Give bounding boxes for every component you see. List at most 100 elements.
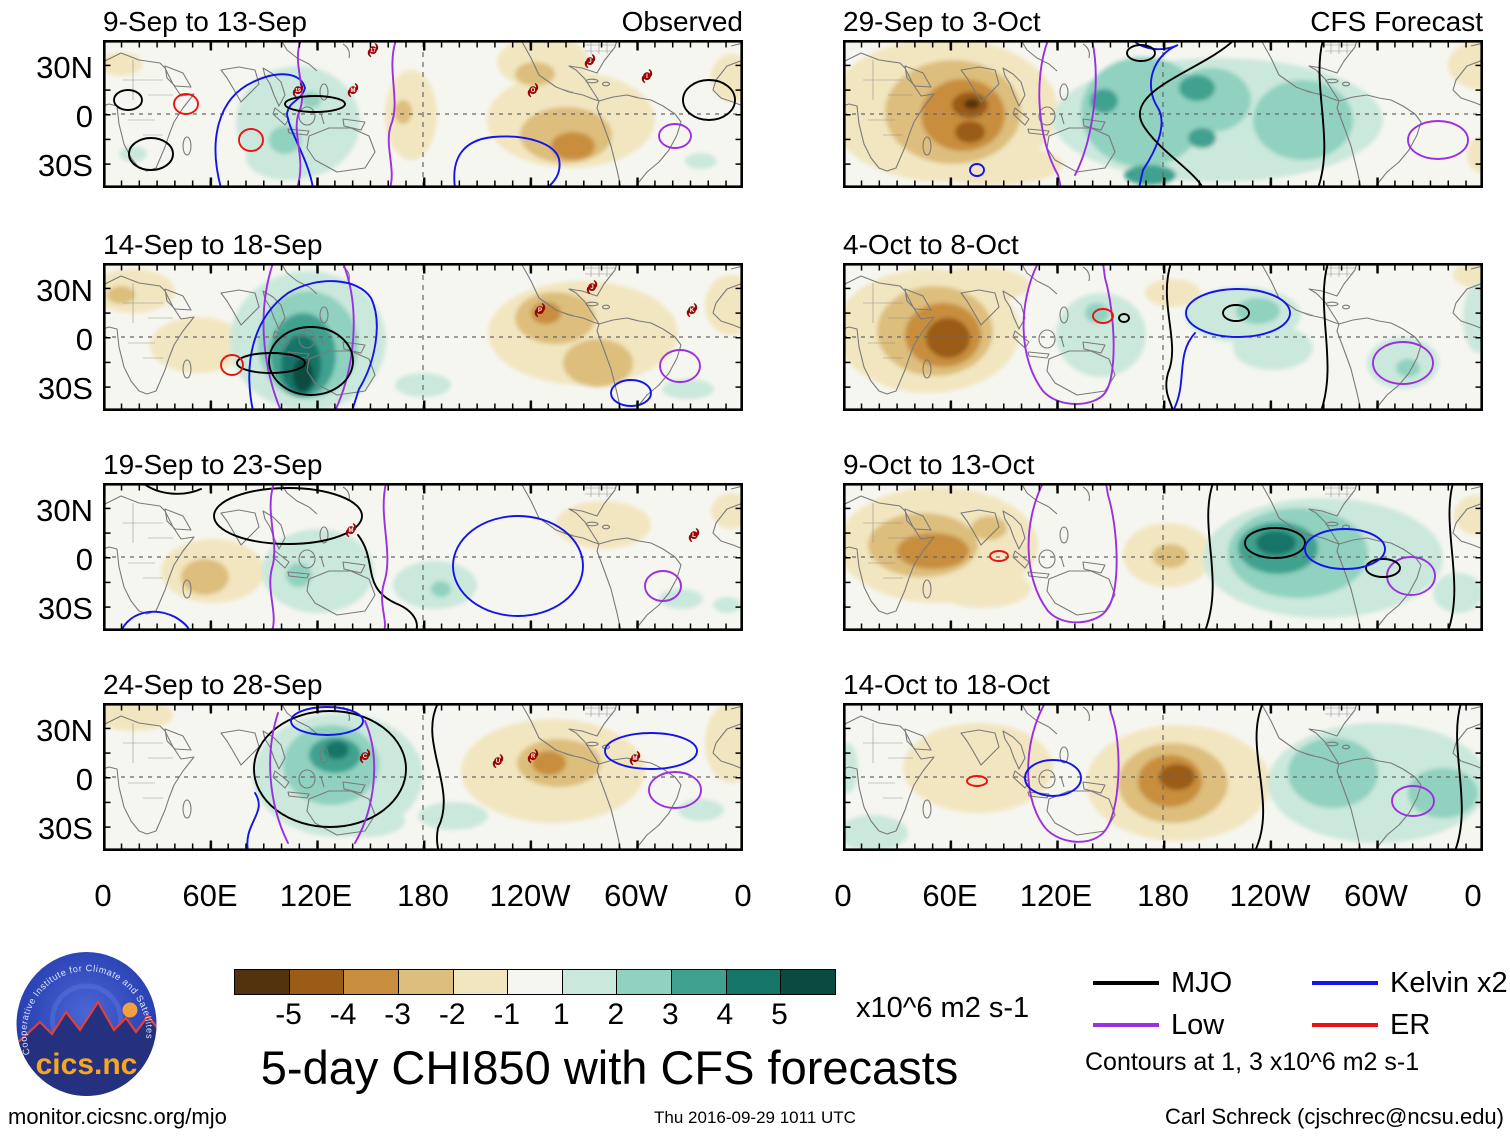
y-tick-30s: 30S	[37, 811, 93, 846]
map-frame	[843, 483, 1483, 631]
shading-layer	[843, 487, 1483, 618]
colorbar-cell	[235, 970, 290, 994]
panel-obs-4: 24-Sep to 28-Sep C	[103, 669, 743, 851]
legend-label: Kelvin x2	[1390, 967, 1508, 999]
colorbar-cell	[289, 970, 345, 994]
legend-label: MJO	[1171, 967, 1233, 999]
map-frame	[103, 703, 743, 851]
panel-title: 9-Sep to 13-Sep	[103, 6, 307, 37]
x-tick: 0	[834, 878, 852, 913]
legend-item-kelvin: Kelvin x2	[1312, 968, 1508, 998]
colorbar-cell	[617, 970, 673, 994]
shading-layer	[843, 723, 1483, 851]
svg-text:M: M	[633, 756, 638, 762]
contour-layer	[969, 40, 1469, 188]
column-label-observed: Observed	[621, 6, 743, 37]
map-panel-3: M L	[103, 483, 743, 631]
panel-cfs-1: 29-Sep to 3-Oct CFS Forecast	[843, 6, 1483, 188]
svg-text:O: O	[531, 88, 536, 94]
map-frame	[843, 263, 1483, 411]
map-frame	[103, 483, 743, 631]
y-tick-30n: 30N	[36, 713, 93, 748]
x-tick: 60E	[182, 878, 238, 913]
x-tick: 60E	[922, 878, 978, 913]
colorbar-cell	[726, 970, 782, 994]
x-tick: 60W	[604, 878, 668, 913]
kelvin-line-swatch	[1312, 981, 1378, 985]
svg-text:19: 19	[295, 88, 301, 94]
legend-item-low: Low	[1093, 1010, 1224, 1040]
colorbar-tick: -2	[438, 998, 466, 1031]
colorbar-tick: -4	[329, 998, 357, 1031]
map-panel-4: C U R M	[103, 703, 743, 851]
y-tick-30n: 30N	[36, 493, 93, 528]
mjo-line-swatch	[1093, 981, 1159, 985]
x-tick: 180	[397, 878, 449, 913]
panel-title: 9-Oct to 13-Oct	[843, 449, 1035, 480]
y-tick-30s: 30S	[37, 591, 93, 626]
contour-layer	[220, 263, 701, 411]
colorbar-tick: -3	[384, 998, 411, 1031]
panel-obs-2: 14-Sep to 18-Sep	[103, 229, 743, 411]
storm-icons: C U R M	[359, 749, 641, 769]
x-tick: 60W	[1344, 878, 1408, 913]
x-tick: 0	[1464, 878, 1482, 913]
colorbar-cell	[344, 970, 399, 994]
panel-obs-1: 9-Sep to 13-Sep Observed	[103, 6, 743, 188]
colorbar-tick: 4	[716, 998, 734, 1031]
contour-layer	[989, 483, 1456, 631]
svg-text:I: I	[646, 74, 648, 80]
shading-layer	[103, 703, 743, 837]
panel-obs-3: 19-Sep to 23-Sep M L	[103, 449, 743, 631]
map-frame	[843, 703, 1483, 851]
legend-item-er: ER	[1312, 1010, 1430, 1040]
cicsnc-logo: cics.nc Cooperative Institute for Climat…	[16, 952, 157, 1096]
panel-title: 4-Oct to 8-Oct	[843, 229, 1019, 260]
svg-text:K: K	[690, 308, 695, 314]
y-tick-30n: 30N	[36, 50, 93, 85]
logo-sun	[122, 1002, 138, 1018]
map-panel-7	[843, 483, 1483, 631]
panel-title: 19-Sep to 23-Sep	[103, 449, 323, 480]
storm-icons: M L	[345, 523, 700, 543]
figure-title: 5-day CHI850 with CFS forecasts	[260, 1041, 959, 1094]
x-tick: 0	[734, 878, 752, 913]
colorbar-tick: 5	[771, 998, 788, 1031]
x-tick: 120E	[279, 878, 353, 913]
logo-mountains	[16, 999, 157, 1096]
colorbar-tick: -5	[275, 998, 302, 1031]
colorbar-tick: 3	[662, 998, 679, 1031]
svg-text:U: U	[496, 759, 500, 765]
panel-title: 14-Oct to 18-Oct	[843, 669, 1050, 700]
colorbar-ticks: -5 -4 -3 -2 -1 1 2 3 4 5	[234, 998, 834, 1032]
map-panel-8	[843, 703, 1483, 851]
map-panel-5	[843, 40, 1483, 188]
x-tick: 0	[94, 878, 112, 913]
legend-label: Low	[1171, 1009, 1225, 1041]
colorbar-cell	[562, 970, 618, 994]
svg-text:J: J	[588, 59, 591, 65]
colorbar-units: x10^6 m2 s-1	[856, 992, 1030, 1024]
map-panel-2: P J K	[103, 263, 743, 411]
logo-org-text: cics.nc	[36, 1048, 138, 1081]
footer-author: Carl Schreck (cjschrec@ncsu.edu)	[1165, 1104, 1504, 1129]
colorbar-cell	[508, 970, 563, 994]
svg-text:M: M	[351, 88, 356, 94]
contour-layer	[113, 40, 736, 188]
panel-title: 29-Sep to 3-Oct	[843, 6, 1041, 37]
y-tick-eq: 0	[75, 542, 93, 577]
panel-title: 14-Sep to 18-Sep	[103, 229, 323, 260]
x-tick: 120E	[1019, 878, 1093, 913]
map-panel-6	[843, 263, 1483, 411]
legend-item-mjo: MJO	[1093, 968, 1232, 998]
map-frame	[843, 40, 1483, 188]
y-tick-30n: 30N	[36, 273, 93, 308]
map-panel-1: 17 19 M O J I	[103, 40, 743, 188]
y-tick-30s: 30S	[37, 371, 93, 406]
svg-text:P: P	[538, 308, 542, 314]
svg-text:L: L	[692, 533, 696, 539]
footer-url: monitor.cicsnc.org/mjo	[8, 1104, 227, 1129]
footer-timestamp: Thu 2016-09-29 1011 UTC	[654, 1108, 856, 1127]
y-tick-eq: 0	[75, 762, 93, 797]
colorbar-tick: -1	[493, 998, 521, 1031]
